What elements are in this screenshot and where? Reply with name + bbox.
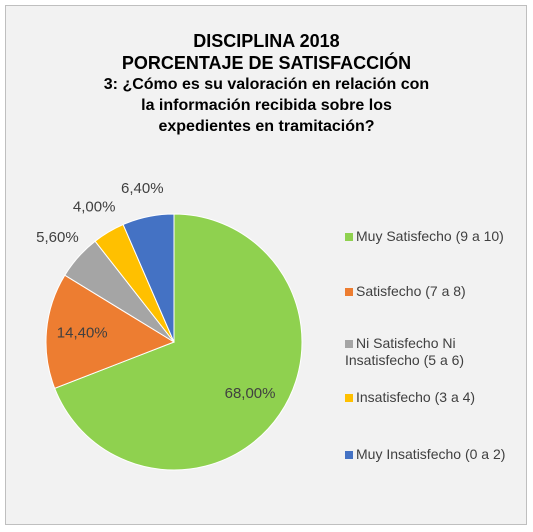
title-line: DISCIPLINA 2018 [193, 31, 340, 51]
legend-swatch [345, 340, 353, 348]
data-label: 4,00% [73, 199, 116, 216]
legend-item: Satisfecho (7 a 8) [345, 283, 515, 300]
legend-label: Insatisfecho (3 a 4) [356, 389, 476, 405]
legend-swatch [345, 233, 353, 241]
title-line: 3: ¿Cómo es su valoración en relación co… [103, 76, 430, 93]
legend-item: Ni Satisfecho Ni Insatisfecho (5 a 6) [345, 335, 515, 369]
data-label: 5,60% [36, 229, 79, 246]
legend-swatch [345, 288, 353, 296]
data-label: 6,40% [121, 180, 164, 197]
legend-item: Muy Insatisfecho (0 a 2) [345, 446, 515, 463]
legend-label: Muy Satisfecho (9 a 10) [356, 228, 504, 244]
pie-slice [122, 213, 175, 343]
legend-swatch [345, 394, 353, 402]
legend-item: Insatisfecho (3 a 4) [345, 389, 515, 406]
legend-item: Muy Satisfecho (9 a 10) [345, 228, 515, 245]
pie-slice [54, 213, 303, 471]
data-label: 14,40% [57, 325, 108, 342]
chart-title: DISCIPLINA 2018 PORCENTAJE DE SATISFACCIÓ… [0, 30, 533, 137]
title-line: PORCENTAJE DE SATISFACCIÓN [121, 53, 412, 73]
pie-slice [45, 274, 176, 389]
legend-label: Satisfecho (7 a 8) [356, 283, 466, 299]
title-line: la información recibida sobre los [141, 97, 392, 114]
legend-label: Ni Satisfecho Ni Insatisfecho (5 a 6) [345, 335, 465, 368]
legend-swatch [345, 451, 353, 459]
title-line: expedientes en tramitación? [158, 118, 375, 135]
legend-label: Muy Insatisfecho (0 a 2) [356, 446, 506, 462]
data-label: 68,00% [225, 385, 276, 402]
